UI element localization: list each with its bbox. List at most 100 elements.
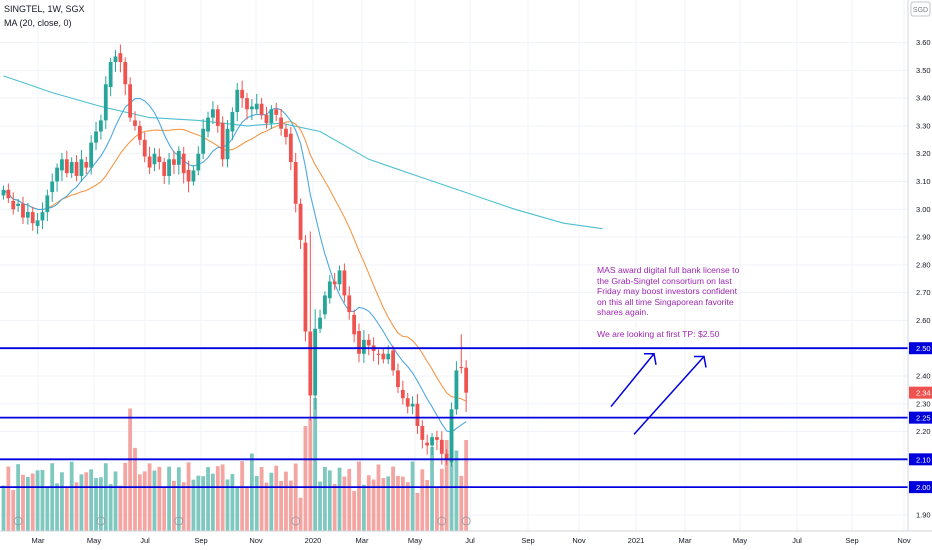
volume-bar	[196, 475, 201, 531]
dividend-marker	[13, 516, 23, 526]
time-tick-label: Mar	[356, 536, 369, 545]
volume-bar	[64, 487, 69, 531]
candle-body	[376, 353, 381, 355]
moving-averages	[3, 75, 603, 433]
candle-body	[225, 128, 230, 160]
candle-body	[40, 212, 45, 221]
candle-body	[449, 409, 454, 463]
time-tick-label: May	[733, 536, 747, 545]
volume-bar	[371, 479, 376, 531]
volume-bar	[133, 447, 137, 531]
candle-body	[347, 295, 352, 313]
volume-bar	[240, 461, 245, 531]
volume-bar	[206, 467, 210, 531]
volume-bar	[201, 476, 206, 531]
volume-bar	[279, 480, 283, 531]
price-tick-label: 2.30	[916, 399, 931, 408]
time-axis[interactable]: Mar May Jul Sep Nov 2020 Mar May Jul Sep Nov 2021 Ma…	[0, 530, 932, 545]
dividend-marker	[174, 516, 184, 526]
annotation-text[interactable]: MAS award digital full bank license to t…	[597, 265, 740, 339]
volume-bar	[245, 487, 249, 531]
volume-bar	[99, 477, 103, 531]
candle-body	[332, 281, 337, 285]
candle-body	[103, 84, 108, 121]
indicator-legend[interactable]: MA (20, close, 0)	[4, 18, 72, 28]
candle-body	[454, 370, 459, 410]
level-price-text: 2.50	[916, 344, 931, 353]
candle-body	[152, 153, 157, 165]
candle-body	[425, 442, 430, 446]
candle-body	[323, 295, 327, 315]
volume-bar	[435, 487, 439, 531]
candle-body	[123, 62, 128, 85]
ma-long-line	[3, 75, 603, 230]
volume-bar	[288, 480, 293, 531]
volume-bar	[405, 482, 410, 531]
candle-body	[220, 122, 225, 160]
candle-body	[327, 281, 332, 299]
candle-body	[415, 403, 420, 426]
candle-body	[191, 170, 196, 182]
candle-body	[337, 270, 342, 285]
dividend-marker	[291, 516, 301, 526]
volume-bar	[94, 478, 98, 531]
volume-bar	[264, 482, 269, 531]
time-tick-label: 2021	[628, 536, 645, 545]
price-tick-label: 3.10	[916, 177, 931, 186]
candle-body	[342, 270, 347, 296]
time-tick-label: Nov	[249, 536, 263, 545]
volume-bar	[220, 464, 225, 531]
volume-bar	[74, 482, 79, 531]
volume-bar	[439, 468, 444, 531]
volume-bar	[25, 476, 30, 531]
horizontal-levels[interactable]	[0, 347, 908, 489]
candle-body	[16, 203, 21, 206]
volume-bar	[84, 472, 89, 531]
volume-bar	[16, 464, 21, 531]
time-tick-label: Jul	[465, 536, 475, 545]
volume-bar	[6, 466, 11, 531]
volume-bar	[303, 426, 308, 531]
volume-bar	[176, 467, 181, 531]
volume-bar	[123, 462, 128, 531]
volume-bar	[269, 472, 274, 531]
candle-body	[50, 181, 55, 193]
level-price-text: 2.25	[916, 414, 931, 423]
volume-bar	[366, 475, 371, 531]
volume-bar	[347, 469, 352, 531]
candle-body	[420, 425, 425, 440]
candle-body	[60, 159, 64, 171]
price-axis[interactable]: SGD 3.60 3.50 3.40 3.30 3.20 3.10 3.00 2.90 2.80 2…	[907, 0, 932, 550]
candle-body	[464, 367, 469, 393]
candle-body	[167, 159, 171, 176]
last-price-text: 2.34	[916, 389, 931, 398]
candle-body	[318, 317, 322, 329]
volume-bar	[298, 497, 303, 531]
candle-body	[254, 103, 259, 110]
candle-body	[128, 84, 133, 118]
price-tick-label: 3.00	[916, 205, 931, 214]
volume-bar	[337, 467, 342, 531]
volume-bar	[147, 463, 152, 531]
volume-bar	[420, 469, 425, 531]
price-tick-label: 3.20	[916, 149, 931, 158]
time-tick-label: Nov	[572, 536, 586, 545]
volume-bar	[318, 481, 322, 531]
volume-bar	[249, 453, 254, 531]
level-price-tag	[909, 481, 932, 494]
price-tick-label: 2.60	[916, 316, 931, 325]
volume-bar	[69, 461, 74, 531]
candle-body	[196, 153, 201, 171]
volume-bar	[11, 490, 16, 531]
candle-body	[201, 128, 206, 154]
volume-bar	[342, 476, 347, 531]
candle-body	[361, 339, 366, 354]
volume-bar	[211, 473, 215, 531]
candle-body	[176, 150, 181, 165]
volume-bar	[410, 461, 415, 531]
price-tick-label: 1.90	[916, 510, 931, 519]
volume-bar	[30, 473, 35, 531]
volume-bar	[60, 472, 64, 531]
candle-body	[284, 128, 288, 138]
